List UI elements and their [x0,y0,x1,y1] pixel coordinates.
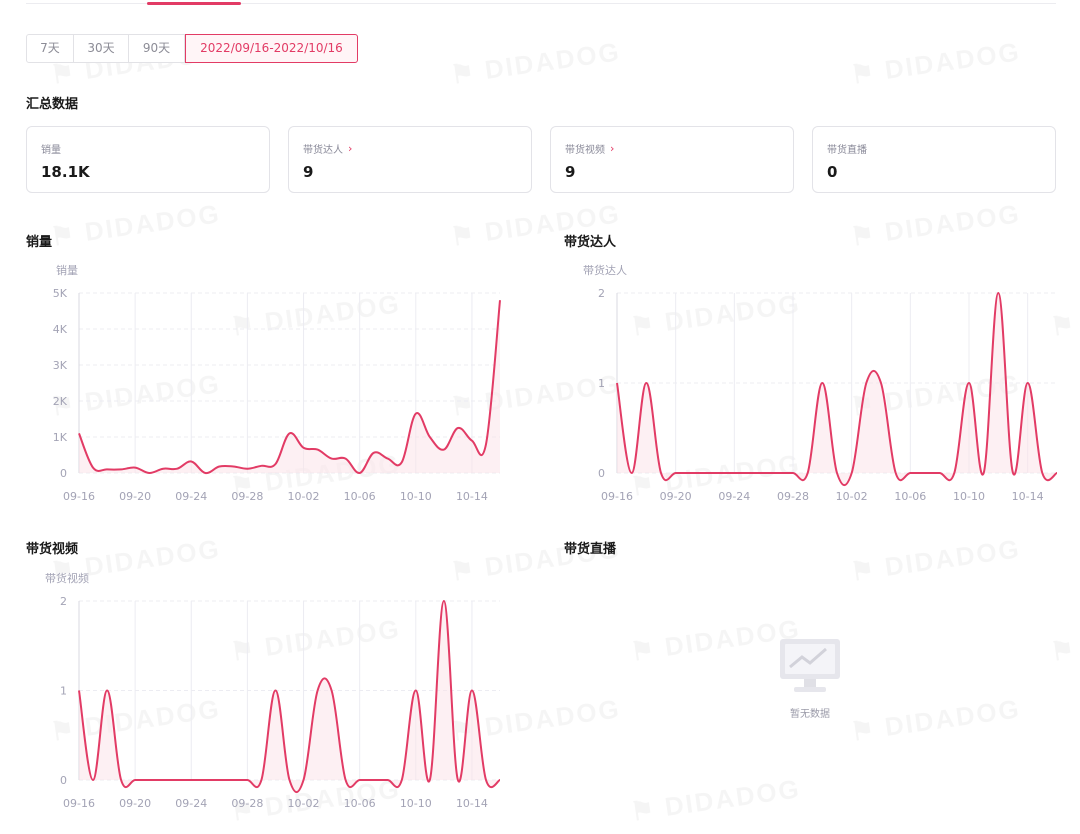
chart-title-influencers: 带货达人 [564,235,617,250]
x-tick-label: 10-14 [456,490,488,503]
y-tick-label: 2 [60,595,67,608]
chevron-right-icon[interactable]: › [348,142,353,155]
empty-monitor-icon [780,639,840,692]
x-tick-label: 10-10 [953,490,985,503]
x-tick-label: 09-16 [63,490,95,503]
x-tick-label: 09-20 [119,490,151,503]
x-tick-label: 10-06 [344,490,376,503]
card-value: 18.1K [41,163,90,181]
y-tick-label: 2 [598,287,605,300]
x-tick-label: 10-06 [894,490,926,503]
empty-text: 暂无数据 [790,709,830,720]
card-value: 9 [303,163,314,181]
card-label: 带货达人 › [303,142,353,156]
x-tick-label: 09-20 [660,490,692,503]
watermark: ⚑ DIDADOG [49,198,223,253]
x-tick-label: 10-02 [288,797,320,810]
y-tick-label: 4K [53,323,68,336]
x-tick-label: 09-28 [777,490,809,503]
chart-title-sales: 销量 [26,235,53,250]
series-area [79,601,500,793]
x-tick-label: 09-28 [231,490,263,503]
y-tick-label: 1K [53,431,68,444]
empty-state: 暂无数据 [775,637,845,720]
card-label: 带货视频 › [565,142,615,156]
y-axis-label: 带货达人 [583,263,627,277]
card-sales: 销量 18.1K [26,126,270,193]
top-divider [26,3,1056,4]
y-axis-label: 销量 [56,263,78,277]
watermark: ⚑ DIDADOG [849,36,1023,91]
x-tick-label: 10-02 [288,490,320,503]
watermark: ⚑ DIDADOG [849,533,1023,588]
y-tick-label: 0 [60,467,67,480]
x-tick-label: 10-10 [400,797,432,810]
y-tick-label: 0 [60,774,67,787]
y-tick-label: 2K [53,395,68,408]
range-custom-button[interactable]: 2022/09/16-2022/10/16 [185,34,358,63]
x-tick-label: 10-02 [836,490,868,503]
y-tick-label: 0 [598,467,605,480]
chevron-right-icon[interactable]: › [610,142,615,155]
x-tick-label: 09-24 [175,797,207,810]
card-influencers[interactable]: 带货达人 › 9 [288,126,532,193]
x-tick-label: 09-20 [119,797,151,810]
active-tab-indicator [147,2,241,5]
card-value: 0 [827,163,838,181]
x-tick-label: 09-24 [718,490,750,503]
watermark: ⚑ DIDADOG [849,693,1023,748]
chart-title-live: 带货直播 [564,542,617,557]
chart-svg: 带货达人 0 1 2 09-16 09-20 09-24 09-28 10-02 10-06 10-… [583,263,1058,503]
series-line [78,600,501,794]
x-tick-label: 09-24 [175,490,207,503]
chart-svg: 带货视频 0 1 2 09-16 09-20 09-24 09-28 10-02 10-06 10-… [45,571,501,810]
series-line [616,292,1058,487]
watermark: ⚑ DIDADOG [849,198,1023,253]
y-tick-label: 3K [53,359,68,372]
summary-title: 汇总数据 [26,97,79,112]
series-area [617,293,1057,486]
watermark: ⚑ DIDADOG [629,773,803,828]
range-30d-button[interactable]: 30天 [74,34,129,63]
sales-chart: 销量 0 1K 2K 3K 4K 5K 09-16 09-20 09-24 09-28 10-02 10… [0,262,510,510]
x-tick-label: 10-14 [1012,490,1044,503]
y-tick-label: 5K [53,287,68,300]
x-tick-label: 10-06 [344,797,376,810]
y-axis-label: 带货视频 [45,571,89,585]
x-tick-label: 10-10 [400,490,432,503]
card-videos[interactable]: 带货视频 › 9 [550,126,794,193]
card-label: 带货直播 [827,145,867,156]
chart-svg: 销量 0 1K 2K 3K 4K 5K 09-16 09-20 09-24 09-28 10-02 10… [53,263,501,503]
card-value: 9 [565,163,576,181]
range-7d-button[interactable]: 7天 [26,34,74,63]
y-tick-label: 1 [60,685,67,698]
x-tick-label: 09-28 [231,797,263,810]
series-line [78,300,501,475]
watermark: ⚑ DIDADOG [449,36,623,91]
x-tick-label: 10-14 [456,797,488,810]
x-tick-label: 09-16 [601,490,633,503]
influencers-chart: 带货达人 0 1 2 09-16 09-20 09-24 09-28 10-02 10-06 10-… [540,262,1060,510]
watermark: ⚑ DIDADOG [1049,613,1080,668]
date-range-selector: 7天 30天 90天 2022/09/16-2022/10/16 [26,34,358,63]
range-90d-button[interactable]: 90天 [129,34,185,63]
y-tick-label: 1 [598,377,605,390]
card-label: 销量 [41,145,61,156]
chart-title-videos: 带货视频 [26,542,79,557]
card-live: 带货直播 0 [812,126,1056,193]
x-tick-label: 09-16 [63,797,95,810]
videos-chart: 带货视频 0 1 2 09-16 09-20 09-24 09-28 10-02 10-06 10-… [0,570,510,815]
series-area [79,300,500,474]
